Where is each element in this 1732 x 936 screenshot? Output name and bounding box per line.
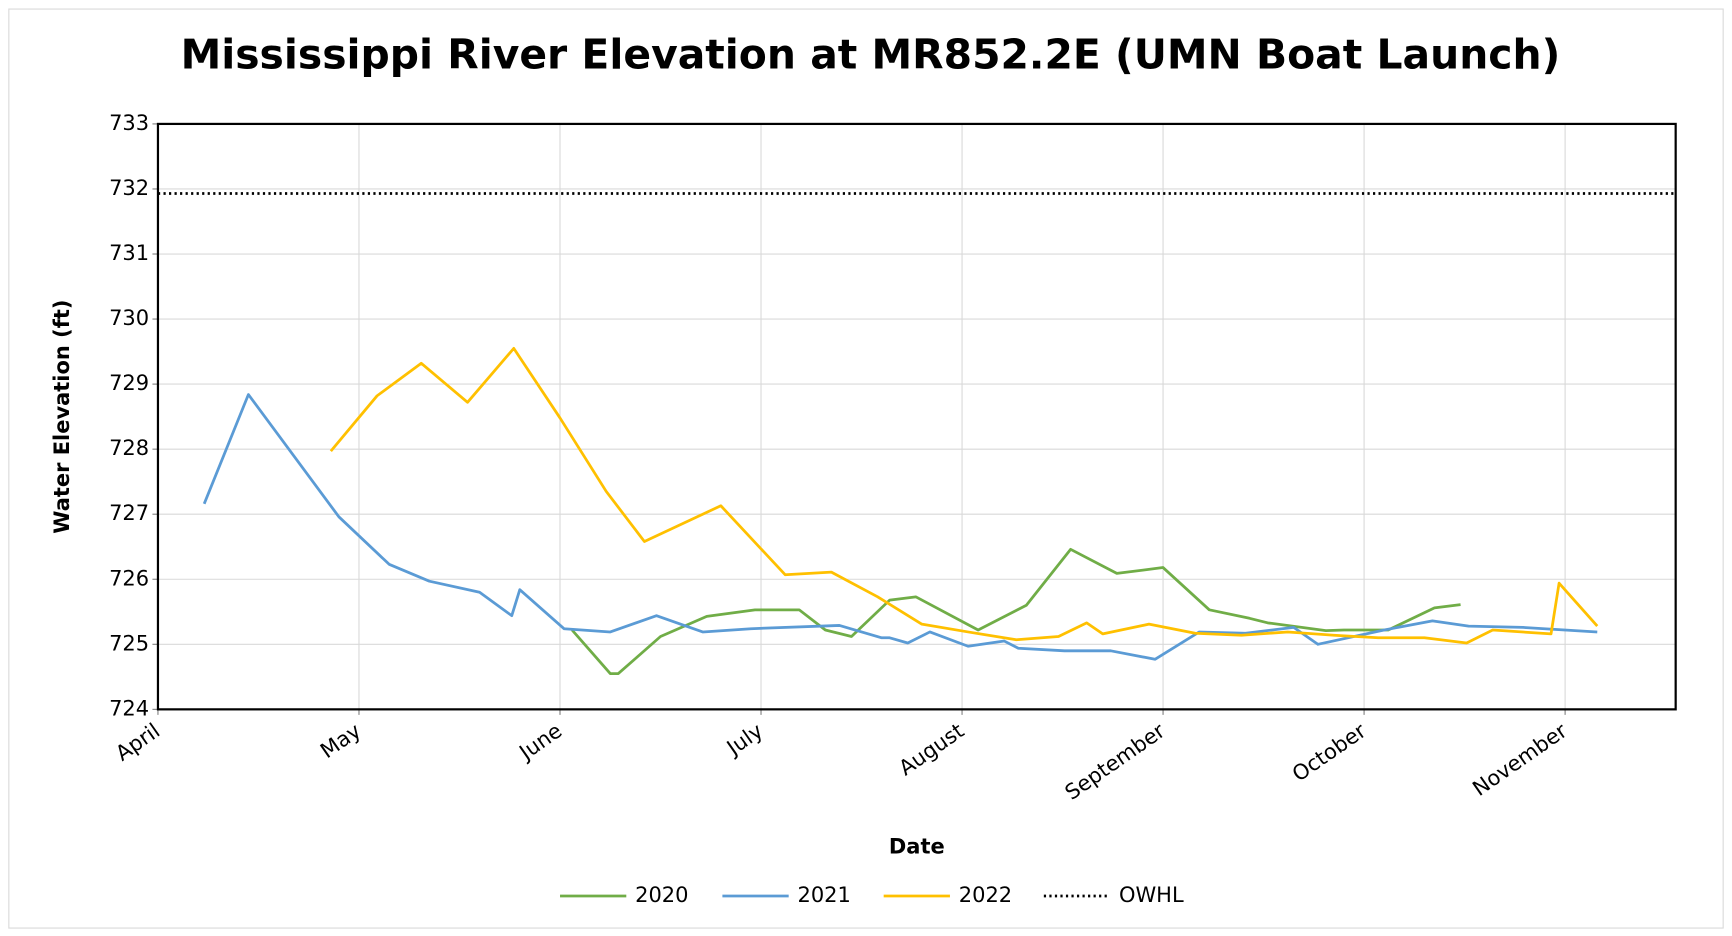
chart-frame [8,8,1724,929]
y-tick-label: 731 [109,241,149,265]
y-tick-label: 724 [109,696,149,720]
line-series [202,393,1598,661]
legend-label: 2022 [959,883,1012,907]
y-tick-label: 727 [109,501,149,525]
y-tick-label: 730 [109,306,149,330]
y-tick-label: 725 [109,631,149,655]
legend-label: 2020 [635,883,688,907]
legend-label: OWHL [1119,883,1184,907]
y-axis-label: Water Elevation (ft) [50,300,74,534]
y-tick-label: 726 [109,566,149,590]
line-series [571,547,1461,675]
y-tick-label: 729 [109,371,149,395]
x-axis-label: Date [889,834,945,858]
line-series [329,346,1599,645]
y-tick-label: 733 [109,111,149,135]
chart-title: Mississippi River Elevation at MR852.2E … [181,31,1561,79]
y-tick-label: 732 [109,176,149,200]
plot-border [156,122,1677,711]
legend-label: 2021 [798,883,851,907]
y-tick-label: 728 [109,436,149,460]
